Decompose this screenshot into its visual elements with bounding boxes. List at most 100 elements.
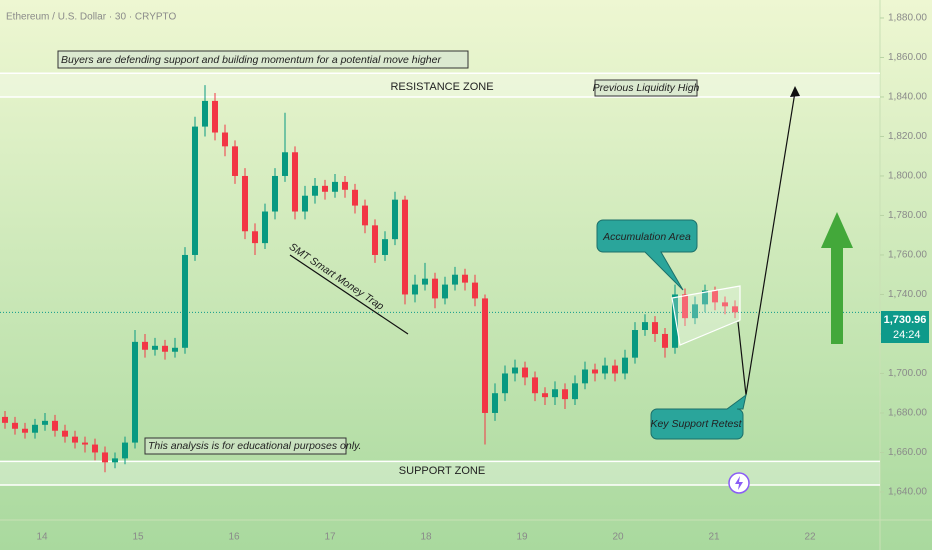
candle-body: [522, 367, 528, 378]
candle-body: [172, 347, 178, 352]
trap-line: [289, 254, 409, 335]
candle-body: [2, 416, 8, 423]
resistance-label: RESISTANCE ZONE: [390, 81, 493, 93]
liquidity-box: [594, 79, 698, 97]
candle-body: [122, 442, 128, 459]
candle-body: [202, 100, 208, 127]
candle-body: [422, 278, 428, 285]
last-price-box: [881, 311, 929, 343]
candle-body: [292, 152, 298, 212]
candle-body: [512, 367, 518, 374]
x-tick-label: 15: [132, 532, 144, 543]
headline-box: [57, 50, 469, 69]
candle-body: [462, 274, 468, 283]
candle-body: [242, 175, 248, 232]
disclaimer: This analysis is for educational purpose…: [148, 440, 361, 452]
candle-body: [402, 199, 408, 295]
candle-body: [302, 195, 308, 212]
candle-body: [212, 100, 218, 133]
candle-body: [102, 452, 108, 463]
candle-body: [182, 254, 188, 348]
candle-body: [162, 345, 168, 352]
y-tick-label: 1,680.00: [888, 408, 927, 419]
candle-body: [282, 152, 288, 176]
candle-body: [672, 294, 678, 348]
retest-label: Key Support Retest: [650, 418, 742, 430]
candle-body: [362, 205, 368, 226]
candle-body: [192, 126, 198, 255]
candle-body: [602, 365, 608, 374]
y-tick-label: 1,840.00: [888, 92, 927, 103]
candle-body: [682, 294, 688, 319]
candle-body: [392, 199, 398, 240]
candle-body: [82, 442, 88, 445]
last-price: 1,730.96: [884, 314, 927, 326]
candle-body: [592, 369, 598, 374]
candle-body: [92, 444, 98, 453]
y-tick-label: 1,660.00: [888, 447, 927, 458]
liquidity-label: Previous Liquidity High: [593, 82, 700, 94]
x-tick-label: 21: [708, 532, 720, 543]
candle-body: [662, 333, 668, 348]
y-tick-label: 1,880.00: [888, 13, 927, 24]
candle-body: [552, 389, 558, 398]
candle-body: [142, 341, 148, 350]
candle-body: [452, 274, 458, 285]
y-tick-label: 1,740.00: [888, 289, 927, 300]
x-tick-label: 17: [324, 532, 336, 543]
up-arrow: [821, 212, 853, 344]
candle-body: [322, 185, 328, 192]
accumulation-channel: [671, 285, 741, 346]
candle-body: [562, 389, 568, 400]
candle-body: [482, 298, 488, 413]
candle-body: [502, 373, 508, 394]
y-tick-label: 1,820.00: [888, 131, 927, 142]
y-tick-label: 1,780.00: [888, 210, 927, 221]
support-label: SUPPORT ZONE: [399, 465, 485, 477]
x-tick-label: 14: [36, 532, 48, 543]
candle-body: [72, 436, 78, 443]
candle-body: [352, 189, 358, 206]
ticks: 1,640.001,660.001,680.001,700.001,720.00…: [36, 13, 927, 543]
candle-body: [152, 345, 158, 350]
candle-body: [132, 341, 138, 443]
symbol-title: Ethereum / U.S. Dollar · 30 · CRYPTO: [6, 12, 176, 23]
projection-arrowhead: [790, 86, 800, 97]
accumulation-callout: [596, 219, 698, 291]
candle-body: [42, 420, 48, 425]
candle-body: [652, 322, 658, 334]
candle-body: [702, 290, 708, 305]
candle-body: [62, 430, 68, 437]
x-tick-label: 18: [420, 532, 432, 543]
candle-body: [492, 393, 498, 413]
candle-body: [272, 175, 278, 212]
candle-body: [442, 284, 448, 299]
candle-body: [372, 225, 378, 255]
candle-body: [262, 211, 268, 244]
candle-body: [52, 420, 58, 431]
logo-icon: [735, 476, 743, 490]
x-tick-label: 19: [516, 532, 528, 543]
candle-body: [542, 393, 548, 398]
candle-body: [112, 458, 118, 463]
candle-body: [632, 330, 638, 358]
candle-body: [722, 302, 728, 307]
candle-body: [472, 282, 478, 299]
candle-body: [382, 239, 388, 255]
candle-body: [692, 304, 698, 319]
candle-body: [332, 181, 338, 192]
candle-body: [12, 422, 18, 429]
countdown: 24:24: [893, 329, 921, 341]
y-tick-label: 1,800.00: [888, 171, 927, 182]
candle-body: [412, 284, 418, 295]
disclaimer-box: [144, 437, 347, 455]
y-tick-label: 1,860.00: [888, 52, 927, 63]
candle-body: [222, 132, 228, 147]
retest-callout: [650, 393, 747, 440]
candle-body: [22, 428, 28, 433]
candle-body: [732, 306, 738, 313]
candle-body: [572, 383, 578, 400]
y-tick-label: 1,640.00: [888, 487, 927, 498]
headline: Buyers are defending support and buildin…: [61, 54, 441, 66]
y-tick-label: 1,760.00: [888, 250, 927, 261]
